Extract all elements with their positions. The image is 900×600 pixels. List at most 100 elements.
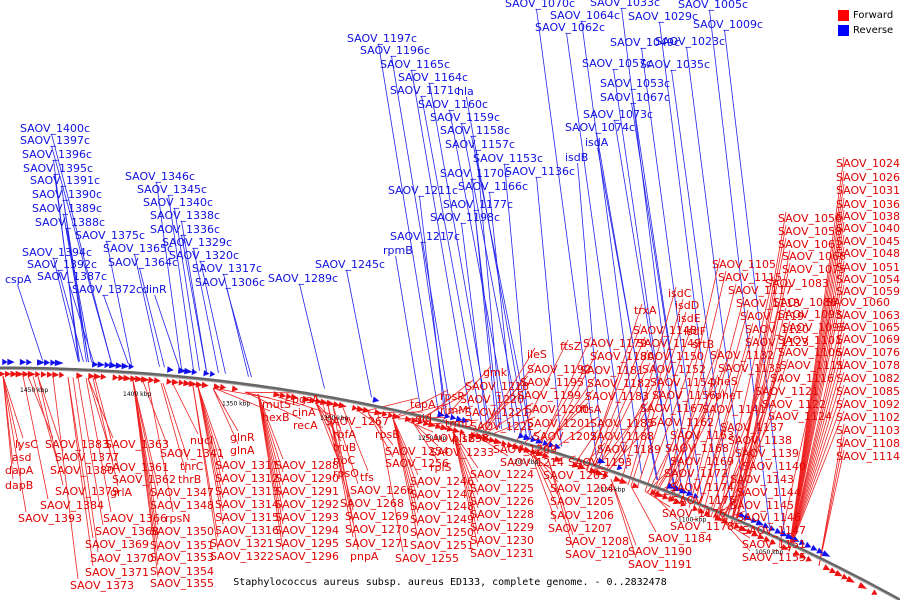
leader-line (193, 247, 219, 373)
forward-gene-label: SAOV_1322 (210, 550, 274, 563)
leader-line (257, 393, 284, 486)
leader-line (730, 237, 787, 526)
forward-gene-label: SAOV_1353 (150, 551, 214, 564)
forward-gene-label: dapB (5, 479, 33, 492)
reverse-gene-label: SAOV_1073c (583, 108, 653, 121)
reverse-gene (792, 536, 800, 542)
forward-gene-label: topA (410, 398, 436, 411)
leader-line (680, 283, 737, 506)
forward-gene-label: SAOV_1148 (633, 324, 697, 337)
leader-line (730, 333, 787, 526)
forward-gene-label: SAOV_1149 (637, 337, 701, 350)
leader-line (181, 220, 207, 372)
forward-gene-label: rplS (430, 461, 452, 474)
reverse-gene (768, 525, 776, 531)
forward-gene-label: SAOV_1362 (112, 473, 176, 486)
reverse-gene-label: SAOV_1387c (37, 270, 107, 283)
forward-gene-label: SAOV_1146 (737, 511, 801, 524)
forward-gene-label: SAOV_1200 (525, 403, 589, 416)
forward-gene-label: SAOV_1174 (670, 481, 734, 494)
forward-gene-label: SAOV_1120 (745, 323, 809, 336)
forward-gene (130, 375, 137, 382)
forward-gene-label: SAOV_1162 (650, 416, 714, 429)
leader-line (788, 308, 845, 552)
reverse-gene-label: SAOV_1320c (169, 249, 239, 262)
forward-gene (123, 374, 132, 382)
leader-line (142, 381, 169, 448)
leader-line (22, 376, 49, 500)
leader-line (581, 20, 642, 475)
forward-gene-label: SAOV_1220 (460, 393, 524, 406)
leader-line (392, 417, 419, 540)
leader-line (392, 417, 419, 489)
forward-gene (493, 437, 503, 445)
forward-gene-label: SAOV_1361 (105, 461, 169, 474)
forward-gene-label: SAOV_1231 (470, 547, 534, 560)
leader-line (244, 391, 301, 394)
forward-gene (381, 410, 388, 417)
leader-line (168, 194, 194, 371)
reverse-gene (26, 359, 32, 366)
forward-gene-label: SAOV_1106 (778, 346, 842, 359)
forward-gene-label: SAOV_1063 (836, 309, 900, 322)
forward-gene-label: SAOV_1082 (836, 372, 900, 385)
forward-gene (577, 463, 586, 470)
forward-gene (290, 393, 299, 401)
reverse-gene-label: SAOV_1364c (108, 256, 178, 269)
reverse-gene (816, 547, 824, 554)
forward-gene-label: SAOV_1393 (18, 512, 82, 525)
reverse-gene-label: SAOV_1211c (388, 184, 458, 197)
forward-gene-label: SAOV_1150 (640, 350, 704, 363)
leader-line (192, 385, 219, 551)
reverse-gene (679, 487, 689, 494)
reverse-gene (19, 358, 27, 366)
reverse-gene (109, 362, 118, 369)
forward-gene-label: grlA (110, 486, 133, 499)
forward-gene-label: SAOV_1191 (628, 558, 692, 571)
leader-line (452, 431, 479, 483)
leader-line (277, 396, 334, 416)
leader-line (610, 478, 637, 559)
forward-gene-label: SAOV_1111 (780, 359, 844, 372)
reverse-gene (97, 361, 105, 368)
leader-line (461, 222, 487, 425)
forward-gene (846, 575, 855, 583)
leader-line (392, 417, 419, 476)
forward-gene-label: SAOV_1266 (350, 484, 414, 497)
reverse-gene-label: SAOV_1074c (565, 121, 635, 134)
reverse-gene-label: hla (457, 85, 474, 98)
forward-gene-label: SAOV_1045 (836, 235, 900, 248)
forward-gene-label: SAOV_1140 (742, 460, 806, 473)
reverse-gene-label: SAOV_1397c (20, 134, 90, 147)
leader-line (818, 423, 845, 566)
forward-gene-label: SAOV_1078 (836, 359, 900, 372)
forward-gene-label: SAOV_1312 (215, 472, 279, 485)
forward-gene (35, 371, 41, 378)
leader-line (482, 439, 509, 457)
leader-line (536, 176, 562, 447)
backbone-arc (0, 366, 900, 600)
leader-line (722, 371, 779, 523)
reverse-gene (804, 541, 812, 548)
forward-gene-label: rbfA (333, 428, 356, 441)
forward-gene-label: SAOV_1061 (778, 238, 842, 251)
forward-gene-label: isdE (678, 312, 701, 325)
reverse-gene-label: SAOV_1005c (678, 0, 748, 11)
forward-gene-label: SAOV_1210 (565, 548, 629, 561)
forward-gene (554, 455, 562, 462)
leader-line (585, 323, 642, 471)
leader-line (134, 253, 160, 367)
forward-gene-label: SAOV_1056 (778, 212, 842, 225)
reverse-gene (44, 359, 51, 366)
forward-gene-label: SAOV_1093 (778, 308, 842, 321)
reverse-gene-label: SAOV_1029c (628, 10, 698, 23)
forward-gene (88, 372, 95, 380)
leader-line (346, 269, 372, 398)
leader-line (621, 7, 682, 490)
leader-line (67, 377, 94, 539)
forward-gene-label: SAOV_1205 (550, 495, 614, 508)
forward-gene (27, 371, 36, 378)
leader-line (94, 378, 121, 474)
leader-line (613, 68, 674, 487)
forward-gene (326, 399, 336, 407)
